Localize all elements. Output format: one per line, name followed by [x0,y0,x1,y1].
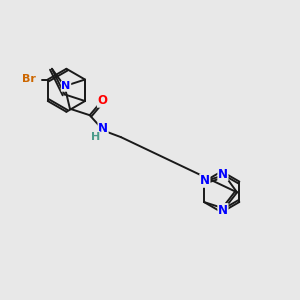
Text: Br: Br [22,74,36,84]
Text: N: N [98,122,108,135]
Text: N: N [200,174,210,187]
Text: O: O [98,94,107,107]
Text: N: N [218,204,228,217]
Text: H: H [91,132,100,142]
Text: N: N [61,81,71,91]
Text: N: N [218,168,228,181]
